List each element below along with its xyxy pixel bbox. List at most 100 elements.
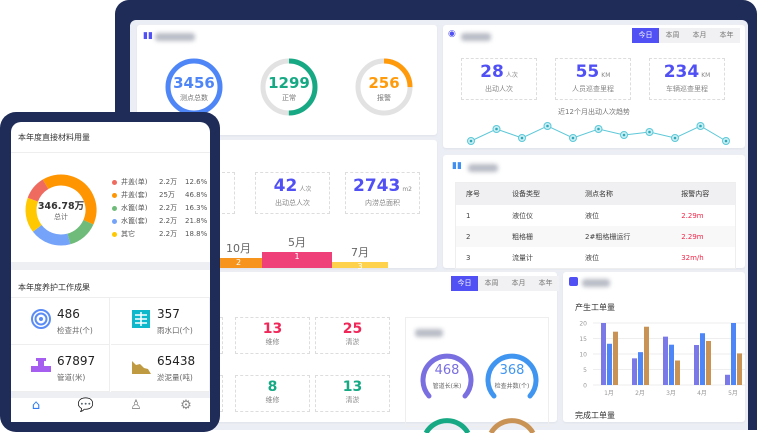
table-cell: 粗格栅: [502, 226, 575, 247]
legend-name: 水篦(套): [121, 217, 148, 225]
stat-value: 55: [575, 62, 600, 82]
bar: [737, 353, 742, 385]
x-tick-label: 2月: [635, 390, 645, 397]
flood-stat: 42 人次出动总人次: [255, 172, 330, 214]
table-row[interactable]: 3 流量计 液位 32m/h: [456, 247, 735, 268]
stat-unit: KM: [701, 72, 711, 79]
bar: [669, 344, 674, 385]
donut-total-label: 总计: [54, 213, 68, 221]
home-icon[interactable]: ⌂: [31, 398, 41, 413]
x-tick-label: 5月: [728, 390, 738, 397]
tab-3[interactable]: 本年: [532, 276, 559, 291]
legend-amount: 2.2万: [159, 204, 178, 212]
phone-screen: 本年度直接材料用量 346.78万 总计 井盖(单) 2.2万 12.6% 井盖(套)…: [11, 122, 210, 422]
stat-value: 42: [273, 176, 298, 196]
legend-item: 水篦(套) 2.2万 21.8%: [112, 216, 210, 226]
legend-item: 井盖(套) 25万 46.8%: [112, 190, 210, 200]
result-value: 67897: [57, 354, 96, 368]
gauge-label: 检查井数(个): [494, 383, 530, 390]
manhole-icon: [31, 309, 51, 329]
tab-2[interactable]: 本月: [505, 276, 532, 291]
table-cell: 液位: [585, 253, 599, 262]
patrol-stat: 234 KM 车辆巡查里程: [649, 58, 725, 100]
maintenance-stat: 13 维修: [235, 317, 310, 354]
result-cell: 486 检查井(个): [11, 298, 110, 345]
legend-amount: 2.2万: [159, 178, 178, 186]
column-header: 序号: [456, 183, 503, 205]
y-tick-label: 0: [583, 383, 587, 390]
table-row[interactable]: 1 液位仪 液位 2.29m: [456, 205, 735, 226]
result-cell: 67897 管道(米): [11, 345, 110, 392]
dredging-results: 468 管道长(米) 368 检查井数(个): [405, 317, 549, 433]
trend-title: 近12个月出动人次趋势: [558, 108, 630, 116]
donut-total: 346.78万: [37, 201, 85, 212]
message-icon[interactable]: 💬: [77, 398, 95, 413]
bar: [607, 343, 612, 385]
maintenance-tabs: 今日 本周 本月 本年: [451, 276, 559, 291]
stat-label: 出动人次: [485, 85, 513, 93]
ring-label: 报警: [377, 94, 391, 102]
stat-unit: 人次: [299, 186, 312, 193]
table-cell: 32m/h: [681, 253, 704, 262]
maintenance-stat: 25 清淤: [315, 317, 390, 354]
donut-slice: [25, 174, 97, 246]
stat-value: 13: [262, 321, 283, 337]
table-cell: 流量计: [512, 253, 534, 262]
legend-name: 其它: [121, 230, 135, 238]
y-tick-label: 20: [579, 321, 587, 328]
workorder-panel: 产生工单量 0 5 10 15 20 1月 2月 3月 4月 5月 完成工单量: [563, 272, 745, 422]
bar: [706, 340, 711, 385]
result-label: 管道(米): [57, 373, 86, 382]
bar: [613, 331, 618, 385]
stat-value: 28: [480, 62, 504, 82]
x-tick-label: 1月: [604, 390, 614, 397]
legend-pct: 46.8%: [185, 191, 208, 199]
bar: [675, 360, 680, 385]
legend-name: 井盖(单): [121, 178, 148, 186]
workorder-bar-chart: 0 5 10 15 20 1月 2月 3月 4月 5月: [579, 321, 745, 397]
column-header: 报警内容: [681, 183, 735, 205]
table-row[interactable]: 2 粗格栅 2#粗格栅运行 2.29m: [456, 226, 735, 247]
legend-name: 水篦(单): [121, 204, 148, 212]
table-cell: 2: [456, 226, 503, 247]
table-cell: 2#粗格栅运行: [575, 226, 682, 247]
pie-chart-icon: [569, 277, 578, 286]
materials-donut-chart: [25, 174, 97, 246]
bar: [694, 345, 699, 385]
user-icon[interactable]: ♙: [130, 398, 142, 413]
result-label: 检查井(个): [57, 326, 93, 335]
tab-2[interactable]: 本月: [686, 28, 713, 43]
legend-item: 其它 2.2万 18.8%: [112, 229, 210, 239]
eye-icon: ◉: [448, 29, 456, 39]
stat-value: 25: [342, 321, 363, 337]
bar-chart-icon: ▮▮: [452, 161, 462, 171]
tab-1[interactable]: 本周: [659, 28, 686, 43]
column-header: 测点名称: [575, 183, 682, 205]
trend-line-chart: [467, 122, 730, 145]
panel-title-blurred: [155, 33, 195, 41]
panel-title-blurred: [582, 279, 610, 287]
x-tick-label: 3月: [666, 390, 676, 397]
gauge-label: 管道长(米): [432, 383, 462, 390]
result-value: 486: [57, 307, 80, 321]
table-cell: 1: [466, 211, 471, 220]
legend-pct: 12.6%: [185, 178, 208, 186]
maintenance-stat: 13 清淤: [315, 375, 390, 412]
tab-0[interactable]: 今日: [451, 276, 478, 291]
result-value: 65438: [157, 354, 196, 368]
stat-label: 清淤: [345, 338, 360, 346]
stat-value: 8: [267, 379, 278, 395]
table-cell: 液位: [585, 211, 599, 220]
stat-label: 维修: [265, 338, 280, 346]
bar: [725, 374, 730, 385]
ring-gauge: [260, 58, 318, 116]
settings-icon[interactable]: ⚙: [180, 398, 192, 413]
ring-label: 正常: [282, 94, 296, 102]
stat-label: 清淤: [345, 396, 360, 404]
tab-0[interactable]: 今日: [632, 28, 659, 43]
stat-label: 出动总人次: [275, 199, 310, 207]
y-tick-label: 15: [579, 336, 587, 343]
patrol-stat: 55 KM 人员巡查里程: [555, 58, 631, 100]
tab-3[interactable]: 本年: [713, 28, 740, 43]
tab-1[interactable]: 本周: [478, 276, 505, 291]
